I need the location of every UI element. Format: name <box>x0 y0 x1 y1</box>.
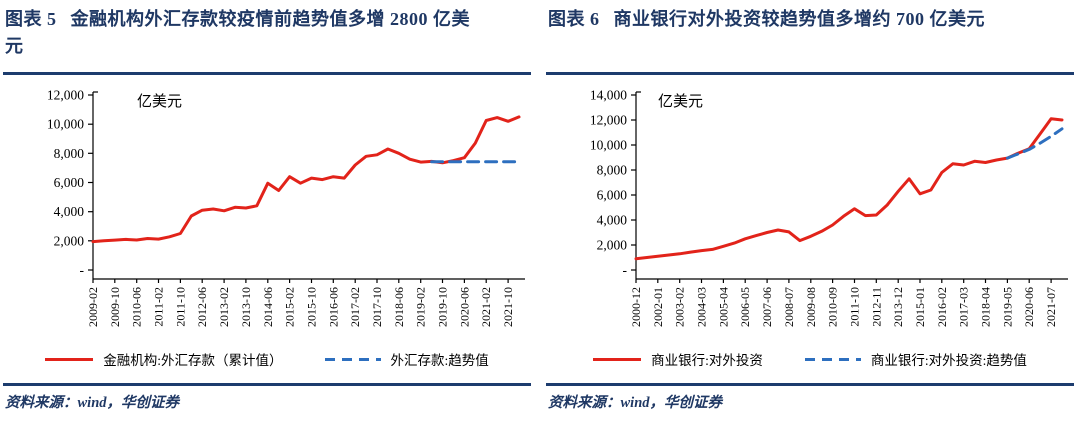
report-figure-row: 图表 5 金融机构外汇存款较疫情前趋势值多增 2800 亿美元 - 2,000 4,0… <box>3 0 1074 412</box>
outbound-investment-line-chart: - 2,000 4,000 6,000 8,000 10,000 12,000 14,000 2… <box>546 75 1074 347</box>
svg-text:2020-06: 2020-06 <box>1022 287 1036 327</box>
svg-text:2010-06: 2010-06 <box>130 287 144 327</box>
svg-text:4,000: 4,000 <box>54 204 85 219</box>
svg-text:2010-09: 2010-09 <box>826 287 840 327</box>
svg-text:2018-06: 2018-06 <box>392 287 406 327</box>
svg-text:2015-10: 2015-10 <box>305 287 319 327</box>
legend-label: 外汇存款:趋势值 <box>390 353 489 368</box>
figure-label: 图表 6 <box>548 9 600 29</box>
fx-deposits-line-chart: - 2,000 4,000 6,000 8,000 10,000 12,000 2009-02… <box>3 75 531 347</box>
legend-item: 商业银行:对外投资 <box>593 349 763 369</box>
svg-text:2012-11: 2012-11 <box>869 287 883 327</box>
svg-text:4,000: 4,000 <box>597 213 628 228</box>
svg-text:2003-02: 2003-02 <box>673 287 687 327</box>
svg-text:亿美元: 亿美元 <box>658 93 703 110</box>
svg-text:10,000: 10,000 <box>47 117 84 132</box>
legend-swatch-dashed-blue <box>804 357 861 361</box>
svg-text:2021-02: 2021-02 <box>479 287 493 327</box>
legend-swatch-dashed-blue <box>324 357 381 361</box>
svg-text:2009-08: 2009-08 <box>804 287 818 327</box>
svg-text:8,000: 8,000 <box>54 146 85 161</box>
svg-text:2012-06: 2012-06 <box>195 287 209 327</box>
chart-legend: 商业银行:对外投资 商业银行:对外投资:趋势值 <box>546 347 1074 371</box>
svg-text:2013-12: 2013-12 <box>891 287 905 327</box>
svg-text:-: - <box>80 263 85 278</box>
svg-text:2019-05: 2019-05 <box>1000 287 1014 327</box>
chart-canvas: - 2,000 4,000 6,000 8,000 10,000 12,000 2009-02… <box>47 88 525 327</box>
source-divider <box>546 383 1074 386</box>
figure-title: 商业银行对外投资较趋势值多增约 700 亿美元 <box>613 9 985 29</box>
svg-text:2017-03: 2017-03 <box>957 287 971 327</box>
svg-text:2011-10: 2011-10 <box>173 287 187 327</box>
svg-text:2017-10: 2017-10 <box>370 287 384 327</box>
svg-text:2019-10: 2019-10 <box>436 287 450 327</box>
figure-caption: 图表 5 金融机构外汇存款较疫情前趋势值多增 2800 亿美元 <box>5 6 531 70</box>
svg-text:12,000: 12,000 <box>590 113 627 128</box>
source-divider <box>3 383 531 386</box>
svg-text:2006-05: 2006-05 <box>738 287 752 327</box>
svg-text:10,000: 10,000 <box>590 138 627 153</box>
svg-text:12,000: 12,000 <box>47 88 84 103</box>
title-divider <box>3 72 531 75</box>
svg-text:2019-02: 2019-02 <box>414 287 428 327</box>
svg-text:2013-10: 2013-10 <box>239 287 253 327</box>
chart-canvas: - 2,000 4,000 6,000 8,000 10,000 12,000 14,000 2… <box>590 88 1068 327</box>
legend-item: 金融机构:外汇存款（累计值） <box>45 349 283 369</box>
source-note: 资料来源：wind，华创证券 <box>5 395 180 411</box>
svg-text:8,000: 8,000 <box>597 163 628 178</box>
legend-swatch-solid-red <box>45 357 94 361</box>
legend-item: 外汇存款:趋势值 <box>324 349 489 369</box>
svg-text:2004-03: 2004-03 <box>695 287 709 327</box>
figure-panel-6: 图表 6 商业银行对外投资较趋势值多增约 700 亿美元 - 2,000 4,000 6… <box>546 0 1074 412</box>
svg-text:2013-02: 2013-02 <box>217 287 231 327</box>
chart-legend: 金融机构:外汇存款（累计值） 外汇存款:趋势值 <box>3 347 531 371</box>
svg-text:2005-04: 2005-04 <box>716 287 730 327</box>
svg-text:2015-01: 2015-01 <box>913 287 927 327</box>
legend-item: 商业银行:对外投资:趋势值 <box>804 349 1027 369</box>
svg-text:14,000: 14,000 <box>590 88 627 103</box>
svg-text:2000-12: 2000-12 <box>629 287 643 327</box>
svg-text:2018-04: 2018-04 <box>979 287 993 327</box>
legend-swatch-solid-red <box>593 357 642 361</box>
svg-text:2016-02: 2016-02 <box>935 287 949 327</box>
svg-text:2008-07: 2008-07 <box>782 287 796 327</box>
svg-text:2002-01: 2002-01 <box>651 287 665 327</box>
svg-text:6,000: 6,000 <box>54 175 85 190</box>
svg-text:2011-10: 2011-10 <box>848 287 862 327</box>
figure-label: 图表 5 <box>5 9 57 29</box>
legend-label: 商业银行:对外投资 <box>651 353 763 368</box>
svg-text:6,000: 6,000 <box>597 188 628 203</box>
svg-text:2,000: 2,000 <box>597 238 628 253</box>
svg-text:2014-06: 2014-06 <box>261 287 275 327</box>
legend-label: 商业银行:对外投资:趋势值 <box>870 353 1027 368</box>
svg-text:2,000: 2,000 <box>54 233 85 248</box>
legend-label: 金融机构:外汇存款（累计值） <box>103 353 283 368</box>
svg-text:2011-02: 2011-02 <box>152 287 166 327</box>
svg-text:2016-06: 2016-06 <box>326 287 340 327</box>
figure-panel-5: 图表 5 金融机构外汇存款较疫情前趋势值多增 2800 亿美元 - 2,000 4,0… <box>3 0 531 412</box>
figure-caption: 图表 6 商业银行对外投资较趋势值多增约 700 亿美元 <box>548 6 1074 70</box>
svg-text:2009-10: 2009-10 <box>108 287 122 327</box>
svg-text:2021-07: 2021-07 <box>1044 287 1058 327</box>
svg-text:2007-06: 2007-06 <box>760 287 774 327</box>
svg-text:2009-02: 2009-02 <box>86 287 100 327</box>
svg-text:2015-02: 2015-02 <box>283 287 297 327</box>
svg-text:2021-10: 2021-10 <box>501 287 515 327</box>
svg-text:亿美元: 亿美元 <box>137 93 182 110</box>
svg-text:-: - <box>623 263 628 278</box>
figure-title: 金融机构外汇存款较疫情前趋势值多增 2800 亿美元 <box>5 9 470 56</box>
svg-text:2020-06: 2020-06 <box>457 287 471 327</box>
svg-text:2017-02: 2017-02 <box>348 287 362 327</box>
source-note: 资料来源：wind，华创证券 <box>548 395 723 411</box>
title-divider <box>546 72 1074 75</box>
